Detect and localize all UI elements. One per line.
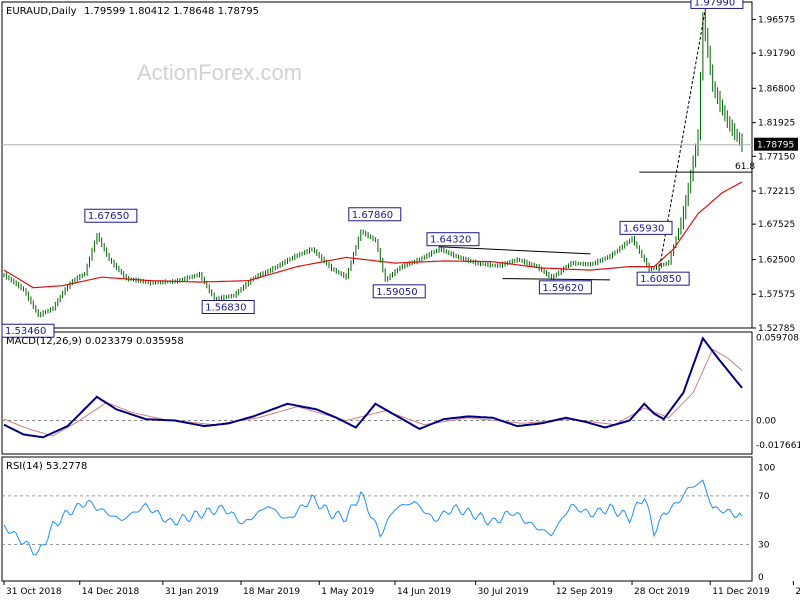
macd-axis-label: 0.059708 (756, 333, 799, 343)
x-axis-label: 28 Oct 2019 (634, 587, 690, 597)
x-axis-label: 12 Sep 2019 (556, 587, 613, 597)
macd-axis-label: 0.00 (756, 417, 776, 427)
price-axis-label: 1.91790 (758, 49, 795, 59)
x-axis-label: 1 May 2019 (321, 587, 374, 597)
level-label-text: 1.64320 (430, 235, 471, 246)
projection-dashed-line (658, 9, 706, 272)
rsi-axis-label: 0 (758, 573, 764, 583)
rsi-axis-label: 30 (758, 541, 770, 551)
level-label-box (690, 0, 744, 9)
moving-average-line (3, 181, 743, 289)
price-axis-label: 1.62500 (758, 256, 795, 266)
header-symbol: EURAUD,Daily (6, 6, 77, 17)
level-label-box (201, 299, 255, 314)
price-axis-label: 1.67525 (758, 220, 795, 230)
descending-trendline (438, 246, 591, 255)
level-label-text: 1.67860 (352, 210, 393, 221)
price-axis-label: 1.77150 (758, 152, 795, 162)
price-axis-label: 1.81925 (758, 119, 795, 129)
rsi-axis-label: 100 (758, 463, 775, 473)
macd-layer (2, 336, 752, 439)
rsi-line (3, 479, 743, 556)
current-price-marker (754, 137, 798, 151)
level-label-box (619, 220, 673, 235)
macd-panel (1, 331, 753, 455)
level-label-text: 1.59050 (376, 287, 417, 298)
level-label-box (1, 323, 55, 338)
level-label-box (84, 208, 138, 223)
x-axis-label: 14 Dec 2018 (82, 587, 140, 597)
level-label-text: 1.60850 (640, 274, 681, 285)
x-axis-label: 31 Jan 2019 (165, 587, 219, 597)
header-ohlc: 1.79599 1.80412 1.78648 1.78795 (84, 6, 259, 17)
level-label-box (538, 280, 592, 295)
level-label-box (636, 271, 690, 286)
macd-signal-line (3, 348, 743, 437)
price-axis-label: 1.57575 (758, 290, 795, 300)
level-label-box (348, 207, 402, 222)
price-layer: 61.8 1.53460 1.67650 1.56830 1.67860 1.59050 1… (1, 0, 755, 338)
fib-level-label: 61.8 (735, 162, 755, 172)
current-price-text: 1.78795 (757, 141, 794, 151)
level-label-text: 1.97990 (694, 0, 735, 8)
x-axis-label: 31 Oct 2018 (6, 587, 62, 597)
x-axis-label: 11 Dec 2019 (712, 587, 770, 597)
level-label-text: 1.59620 (542, 283, 583, 294)
price-axis-label: 1.52785 (758, 324, 795, 334)
level-label-text: 1.67650 (88, 211, 129, 222)
x-axis-label: 30 Jul 2019 (478, 587, 529, 597)
support-line (502, 278, 611, 281)
rsi-axis-label: 70 (758, 492, 770, 502)
level-label-box (426, 232, 480, 247)
macd-title: MACD(12,26,9) 0.023379 0.035958 (6, 336, 184, 347)
x-axis-label: 28 Jan 2020 (795, 587, 800, 597)
rsi-panel (1, 456, 753, 582)
level-label-box (372, 284, 426, 299)
level-label-text: 1.53460 (5, 326, 46, 337)
macd-line (3, 336, 743, 439)
macd-axis-label: -0.017661 (756, 441, 800, 451)
level-label-text: 1.56830 (205, 302, 246, 313)
axis-layer: 1.96575 1.91790 1.86800 1.81925 1.77150 1.722… (3, 15, 800, 597)
price-axis-label: 1.86800 (758, 84, 795, 94)
price-panel (1, 1, 753, 329)
x-axis-label: 14 Jun 2019 (397, 587, 451, 597)
x-axis-label: 18 Mar 2019 (243, 587, 300, 597)
rsi-layer (2, 479, 752, 556)
price-axis-label: 1.72215 (758, 187, 795, 197)
price-axis-label: 1.96575 (758, 15, 795, 25)
watermark: ActionForex.com (137, 60, 302, 85)
level-label-text: 1.65930 (623, 223, 664, 234)
rsi-title: RSI(14) 53.2778 (6, 461, 87, 472)
